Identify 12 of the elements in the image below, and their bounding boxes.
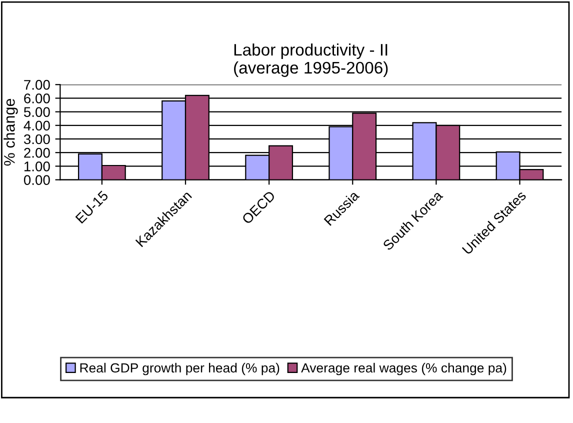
y-tick-label: 0.00 bbox=[24, 175, 50, 185]
legend-label: Real GDP growth per head (% pa) bbox=[80, 362, 280, 376]
chart-title: Labor productivity - II (average 1995-2006) bbox=[234, 43, 388, 77]
y-tick-label: 6.00 bbox=[24, 94, 50, 104]
y-tick-label: 4.00 bbox=[24, 120, 50, 131]
y-tick-label: 1.00 bbox=[24, 162, 50, 172]
y-axis-title: % change bbox=[4, 98, 18, 166]
y-tick-label: 7.00 bbox=[24, 80, 50, 90]
y-tick-label: 3.00 bbox=[24, 134, 50, 144]
legend-label: Average real wages (% change pa) bbox=[301, 362, 506, 376]
y-tick-label: 5.00 bbox=[24, 107, 50, 117]
y-tick-label: 2.00 bbox=[24, 148, 50, 158]
